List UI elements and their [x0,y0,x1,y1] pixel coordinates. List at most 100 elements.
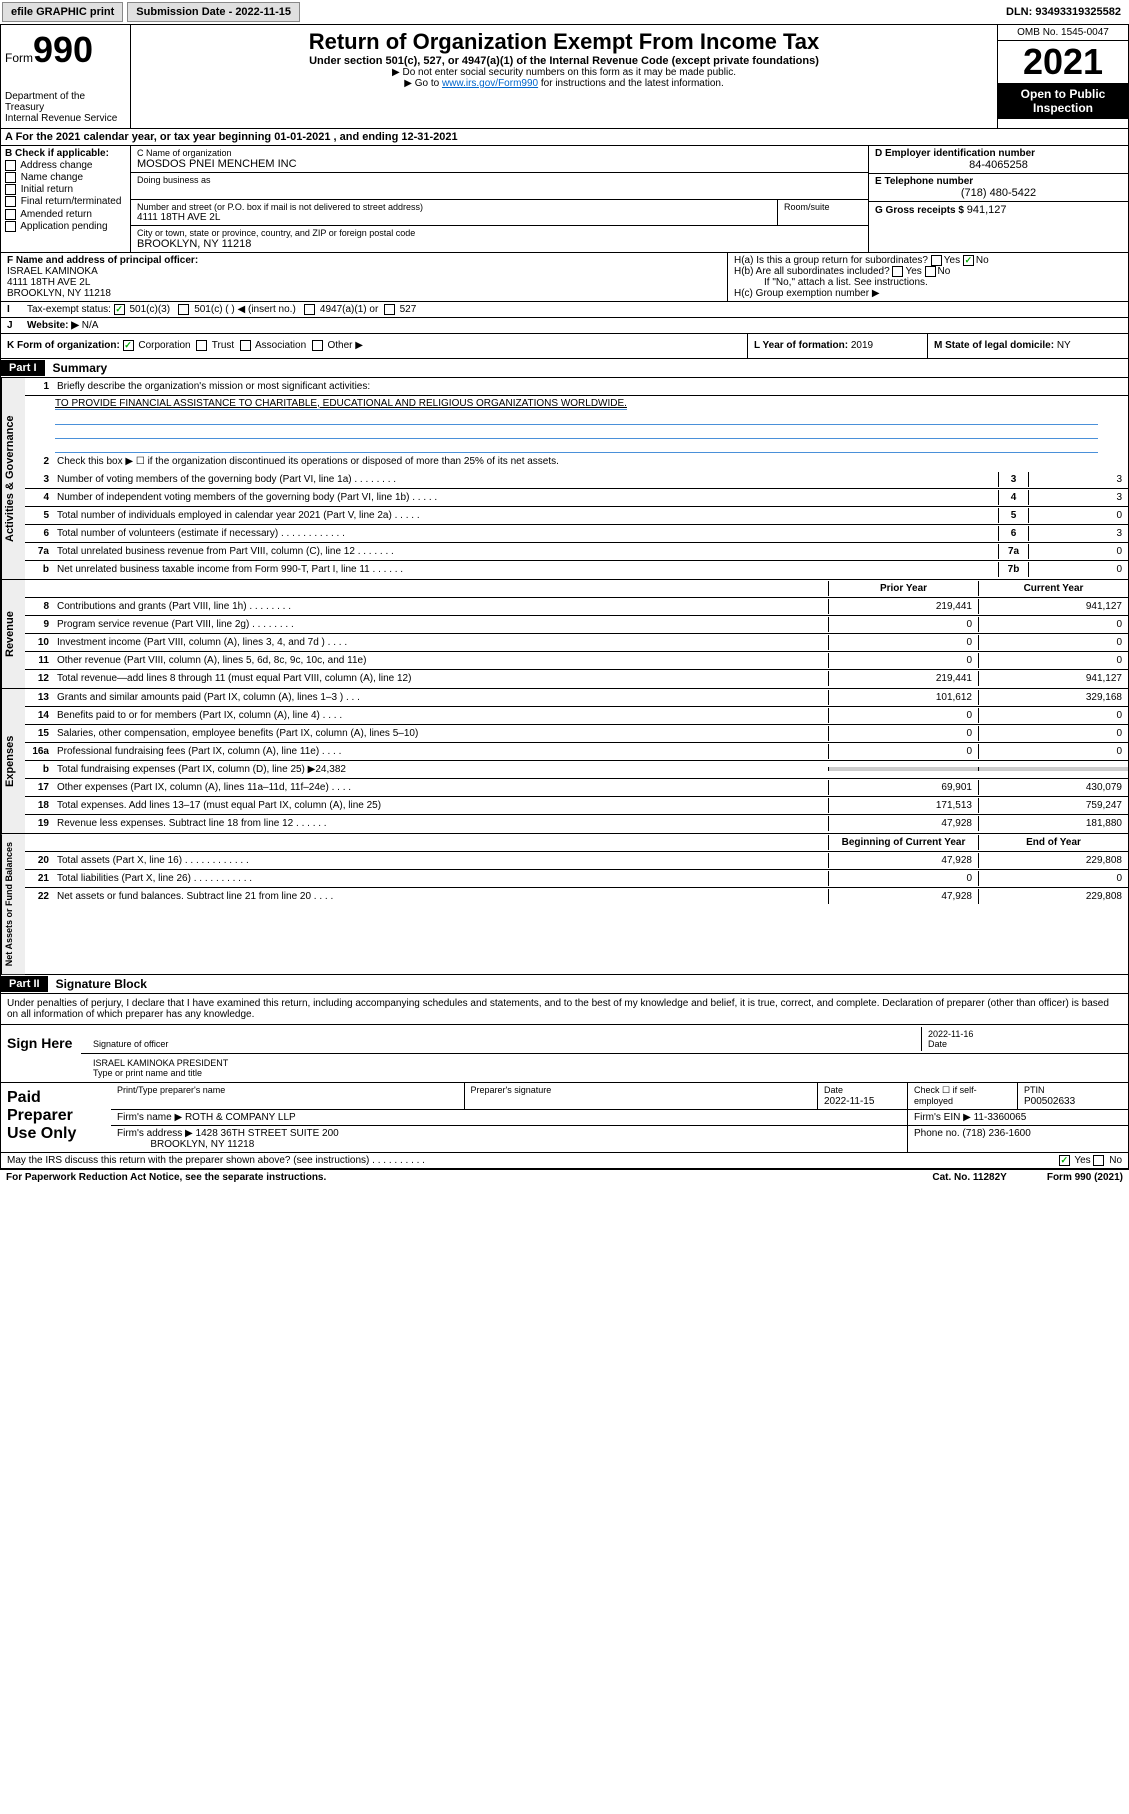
part2-badge: Part II [1,976,48,992]
discuss-yes-checkbox[interactable] [1059,1155,1070,1166]
part2-header: Part II Signature Block [0,975,1129,994]
tab-netassets: Net Assets or Fund Balances [1,834,25,974]
opt-other: Other ▶ [327,341,362,352]
form-subtitle: Under section 501(c), 527, or 4947(a)(1)… [141,55,987,67]
opt-527: 527 [400,304,417,315]
f-label: F Name and address of principal officer: [7,255,721,266]
note-link: ▶ Go to www.irs.gov/Form990 for instruct… [141,78,987,89]
phone-cell: E Telephone number (718) 480-5422 [869,174,1128,202]
summary-line: 10Investment income (Part VIII, column (… [25,634,1128,652]
summary-line: bNet unrelated business taxable income f… [25,561,1128,579]
l-label: L Year of formation: [754,340,848,351]
blank-line [55,425,1098,439]
ha-yes-checkbox[interactable] [931,255,942,266]
b-checkbox-item[interactable]: Initial return [5,184,126,195]
revenue-section: Revenue Prior YearCurrent Year 8Contribu… [0,580,1129,689]
opt-501c: 501(c) ( ) ◀ (insert no.) [194,304,296,315]
summary-line: 14Benefits paid to or for members (Part … [25,707,1128,725]
summary-line: bTotal fundraising expenses (Part IX, co… [25,761,1128,779]
summary-line: 11Other revenue (Part VIII, column (A), … [25,652,1128,670]
phone-val: (718) 480-5422 [875,187,1122,199]
note-pre: ▶ Go to [404,78,442,89]
suite-label: Room/suite [784,202,862,212]
f-officer: F Name and address of principal officer:… [1,253,728,301]
opt-501c3: 501(c)(3) [129,304,170,315]
part2-title: Signature Block [48,975,155,993]
street-addr: 4111 18TH AVE 2L [137,212,771,223]
gross-val: 941,127 [967,204,1007,216]
org-name: MOSDOS PNEI MENCHEM INC [137,158,862,170]
info-grid: B Check if applicable: Address change Na… [0,146,1129,253]
527-checkbox[interactable] [384,304,395,315]
section-a: A For the 2021 calendar year, or tax yea… [0,129,1129,146]
summary-line: 9Program service revenue (Part VIII, lin… [25,616,1128,634]
fh-row: F Name and address of principal officer:… [0,253,1129,302]
h-b-note: If "No," attach a list. See instructions… [734,277,1122,288]
submission-date-button[interactable]: Submission Date - 2022-11-15 [127,2,300,22]
status-row: I Tax-exempt status: 501(c)(3) 501(c) ( … [0,302,1129,318]
corp-checkbox[interactable] [123,340,134,351]
sign-here-row: Sign Here Signature of officer 2022-11-1… [1,1024,1128,1082]
tab-governance: Activities & Governance [1,378,25,579]
col-right: D Employer identification number 84-4065… [868,146,1128,252]
summary-line: 3Number of voting members of the governi… [25,471,1128,489]
governance-section: Activities & Governance 1Briefly describ… [0,378,1129,580]
b-checkbox-item[interactable]: Amended return [5,209,126,220]
discuss-no-checkbox[interactable] [1093,1155,1104,1166]
part1-title: Summary [45,359,116,377]
g-label: G Gross receipts $ [875,205,964,216]
gross-cell: G Gross receipts $ 941,127 [869,202,1128,218]
tax-year: 2021 [998,41,1128,83]
b-checkbox-item[interactable]: Application pending [5,221,126,232]
firm-phone: (718) 236-1600 [962,1128,1030,1139]
cat-no: Cat. No. 11282Y [932,1172,1006,1183]
summary-line: 20Total assets (Part X, line 16) . . . .… [25,852,1128,870]
c-label: C Name of organization [137,148,862,158]
q2: Check this box ▶ ☐ if the organization d… [53,454,1128,469]
4947-checkbox[interactable] [304,304,315,315]
note-post: for instructions and the latest informat… [538,78,724,89]
irs-link[interactable]: www.irs.gov/Form990 [442,78,538,89]
part1-header: Part I Summary [0,359,1129,378]
paid-preparer-row: Paid Preparer Use Only Print/Type prepar… [1,1082,1128,1152]
org-name-row: C Name of organization MOSDOS PNEI MENCH… [131,146,868,173]
b-checkbox-item[interactable]: Name change [5,172,126,183]
declaration-text: Under penalties of perjury, I declare th… [1,994,1128,1024]
hb-yes-checkbox[interactable] [892,266,903,277]
firm-name: ROTH & COMPANY LLP [185,1112,296,1123]
self-employed-label: Check ☐ if self-employed [914,1085,977,1106]
efile-button[interactable]: efile GRAPHIC print [2,2,123,22]
page-footer: For Paperwork Reduction Act Notice, see … [0,1170,1129,1185]
firm-ein-label: Firm's EIN ▶ [914,1112,971,1123]
omb-label: OMB No. 1545-0047 [998,25,1128,41]
assoc-checkbox[interactable] [240,340,251,351]
officer-typed-name: ISRAEL KAMINOKA PRESIDENT [93,1058,228,1068]
summary-line: 21Total liabilities (Part X, line 26) . … [25,870,1128,888]
tab-expenses: Expenses [1,689,25,833]
ein-cell: D Employer identification number 84-4065… [869,146,1128,174]
b-checkbox-item[interactable]: Address change [5,160,126,171]
klm-row: K Form of organization: Corporation Trus… [0,334,1129,358]
opt-4947: 4947(a)(1) or [320,304,378,315]
prior-year-hdr: Prior Year [828,581,978,596]
k-cell: K Form of organization: Corporation Trus… [1,334,748,357]
other-checkbox[interactable] [312,340,323,351]
501c-checkbox[interactable] [178,304,189,315]
trust-checkbox[interactable] [196,340,207,351]
date-label: Date [928,1039,947,1049]
ptin-val: P00502633 [1024,1096,1075,1107]
state-domicile: NY [1057,340,1071,351]
summary-line: 13Grants and similar amounts paid (Part … [25,689,1128,707]
city-row: City or town, state or province, country… [131,226,868,252]
firm-phone-label: Phone no. [914,1128,960,1139]
paid-label: Paid Preparer Use Only [1,1083,111,1152]
city-label: City or town, state or province, country… [137,228,862,238]
hb-no-checkbox[interactable] [925,266,936,277]
j-label: Website: ▶ [27,320,79,331]
ha-no-checkbox[interactable] [963,255,974,266]
b-checkbox-item[interactable]: Final return/terminated [5,196,126,207]
summary-line: 8Contributions and grants (Part VIII, li… [25,598,1128,616]
mission-text: TO PROVIDE FINANCIAL ASSISTANCE TO CHARI… [55,398,627,410]
501c3-checkbox[interactable] [114,304,125,315]
b-header: B Check if applicable: [5,148,126,159]
